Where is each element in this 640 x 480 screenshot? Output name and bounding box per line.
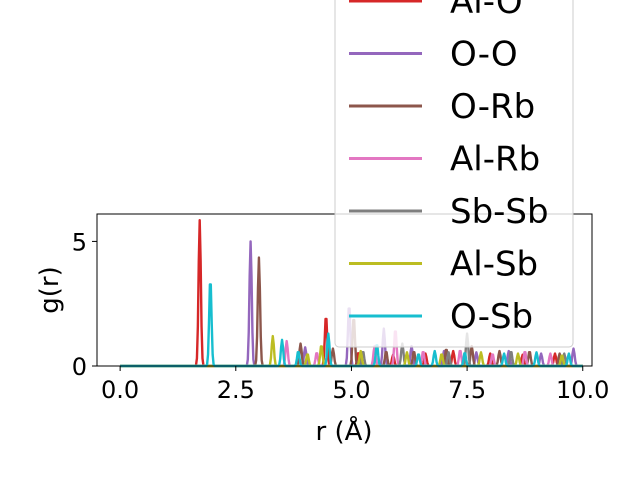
x-tick-label: 2.5 [217, 376, 255, 404]
y-axis-label: g(r) [35, 266, 65, 313]
legend-label: O-Rb [450, 87, 535, 127]
y-tick-label: 5 [72, 228, 87, 256]
y-tick-label: 0 [72, 353, 87, 381]
x-tick-label: 0.0 [101, 376, 139, 404]
x-axis: 0.0 2.5 5.0 7.5 10.0 [101, 366, 609, 404]
x-axis-label: r (Å) [315, 415, 372, 447]
legend-label: Al-Rb [450, 140, 540, 180]
legend-box [334, 0, 574, 348]
y-axis: 05 [72, 228, 97, 381]
x-tick-label: 7.5 [448, 376, 486, 404]
legend-label: O-O [450, 35, 518, 75]
legend-label: Al-O [450, 0, 523, 22]
legend-label: Sb-Sb [450, 192, 549, 232]
x-tick-label: 10.0 [556, 376, 609, 404]
legend-label: O-Sb [450, 297, 533, 337]
x-tick-label: 5.0 [332, 376, 370, 404]
legend-label: Al-Sb [450, 245, 538, 285]
legend: Al-O O-O O-Rb Al-Rb Sb-Sb Al-Sb O-Sb [334, 0, 574, 348]
